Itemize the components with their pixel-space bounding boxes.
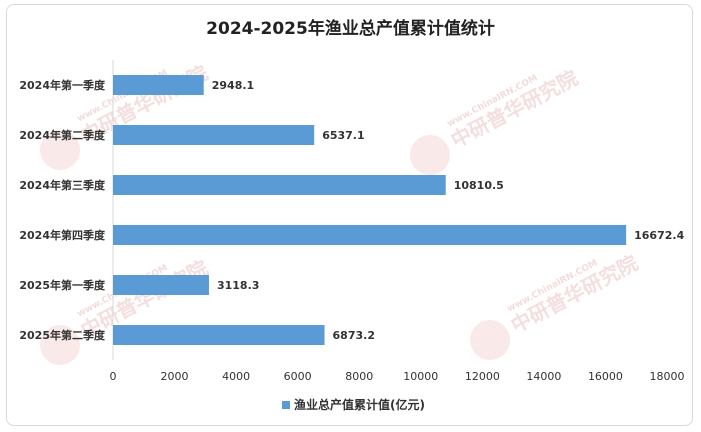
x-tick-label: 0 <box>110 370 117 383</box>
bar <box>113 175 446 195</box>
x-tick-label: 16000 <box>588 370 623 383</box>
legend: 渔业总产值累计值(亿元) <box>282 397 425 412</box>
bar <box>113 75 204 95</box>
data-label: 6537.1 <box>322 129 364 142</box>
category-label: 2025年第二季度 <box>19 328 106 342</box>
x-tick-label: 14000 <box>526 370 561 383</box>
x-tick-label: 2000 <box>161 370 189 383</box>
category-label: 2024年第四季度 <box>19 228 106 242</box>
category-label: 2025年第一季度 <box>19 278 106 292</box>
watermark-logo-icon <box>470 320 510 360</box>
category-label: 2024年第三季度 <box>19 178 106 192</box>
data-label: 6873.2 <box>333 329 375 342</box>
data-label: 2948.1 <box>212 79 254 92</box>
bar <box>113 325 325 345</box>
x-tick-label: 8000 <box>345 370 373 383</box>
category-label: 2024年第二季度 <box>19 128 106 142</box>
category-label: 2024年第一季度 <box>19 78 106 92</box>
x-tick-label: 4000 <box>222 370 250 383</box>
watermark-logo-icon <box>410 135 450 175</box>
legend-swatch <box>282 401 290 409</box>
legend-label: 渔业总产值累计值(亿元) <box>294 397 425 412</box>
plot-area: 2024年第一季度 2948.1 2024年第二季度 6537.1 2024年第三季度 1… <box>19 60 685 383</box>
chart-frame <box>6 4 693 426</box>
x-tick-label: 12000 <box>465 370 500 383</box>
watermark-logo-icon <box>40 325 80 365</box>
chart-title: 2024-2025年渔业总产值累计值统计 <box>206 19 495 39</box>
bar <box>113 275 209 295</box>
data-label: 3118.3 <box>217 279 259 292</box>
data-label: 10810.5 <box>454 179 504 192</box>
watermark-logo-icon <box>40 130 80 170</box>
x-tick-label: 6000 <box>284 370 312 383</box>
bar <box>113 125 315 145</box>
x-tick-label: 10000 <box>403 370 438 383</box>
x-tick-label: 18000 <box>650 370 685 383</box>
bar <box>113 225 627 245</box>
data-label: 16672.4 <box>634 229 684 242</box>
